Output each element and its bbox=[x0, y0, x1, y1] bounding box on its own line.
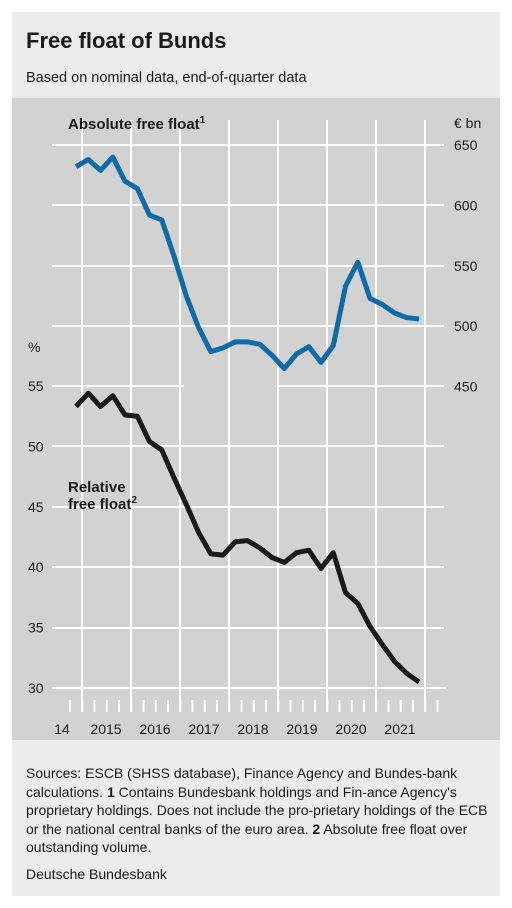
grid bbox=[52, 120, 446, 712]
x-tick-label: 14 bbox=[54, 721, 70, 737]
x-tick-label: 2020 bbox=[335, 721, 366, 737]
x-axis-ticks bbox=[69, 700, 439, 712]
left-tick-label: 35 bbox=[28, 620, 44, 636]
left-tick-label: 50 bbox=[28, 438, 44, 454]
right-tick-label: 650 bbox=[454, 137, 478, 153]
note-marker-2: 2 bbox=[312, 820, 321, 837]
absolute-note-marker: 1 bbox=[200, 115, 206, 126]
chart-title: Free float of Bunds bbox=[26, 28, 227, 53]
x-tick-label: 2021 bbox=[384, 721, 415, 737]
relative-series-label: Relative bbox=[68, 479, 126, 496]
x-tick-label: 2015 bbox=[90, 721, 121, 737]
x-tick-label: 2017 bbox=[188, 721, 219, 737]
left-tick-label: 40 bbox=[28, 559, 44, 575]
relative-series-label-line2: free float2 bbox=[68, 495, 137, 513]
note-marker-1: 1 bbox=[106, 783, 115, 800]
source-notes: Sources: ESCB (SHSS database), Finance A… bbox=[26, 764, 492, 857]
absolute-free-float-line bbox=[74, 154, 420, 371]
left-axis-unit: % bbox=[28, 339, 40, 355]
notes-part3: Absolute free float over outstanding vol… bbox=[26, 820, 468, 856]
relative-free-float-line bbox=[74, 390, 421, 685]
plot-background bbox=[12, 98, 500, 740]
axis-labels: 14 2015 2016 2017 2018 2019 2020 2021 450 500 550 6… bbox=[28, 115, 481, 737]
notes-part2: Contains Bundesbank holdings and Fin-anc… bbox=[26, 783, 488, 837]
right-axis-unit: € bn bbox=[454, 115, 481, 131]
notes-part1: Sources: ESCB (SHSS database), Finance A… bbox=[26, 765, 458, 800]
series-lines bbox=[74, 154, 421, 685]
right-tick-label: 500 bbox=[454, 318, 478, 334]
right-tick-label: 550 bbox=[454, 258, 478, 274]
absolute-series-label: Absolute free float1 bbox=[68, 115, 206, 133]
x-tick-label: 2019 bbox=[286, 721, 317, 737]
relative-note-marker: 2 bbox=[131, 495, 137, 506]
x-tick-label: 2018 bbox=[237, 721, 268, 737]
source-footer: Deutsche Bundesbank bbox=[26, 866, 167, 882]
left-tick-label: 30 bbox=[28, 680, 44, 696]
right-tick-label: 600 bbox=[454, 197, 478, 213]
chart-subtitle: Based on nominal data, end-of-quarter da… bbox=[26, 70, 307, 86]
right-tick-label: 450 bbox=[454, 379, 478, 395]
left-tick-label: 45 bbox=[28, 499, 44, 515]
x-tick-label: 2016 bbox=[139, 721, 170, 737]
left-tick-label: 55 bbox=[28, 378, 44, 394]
